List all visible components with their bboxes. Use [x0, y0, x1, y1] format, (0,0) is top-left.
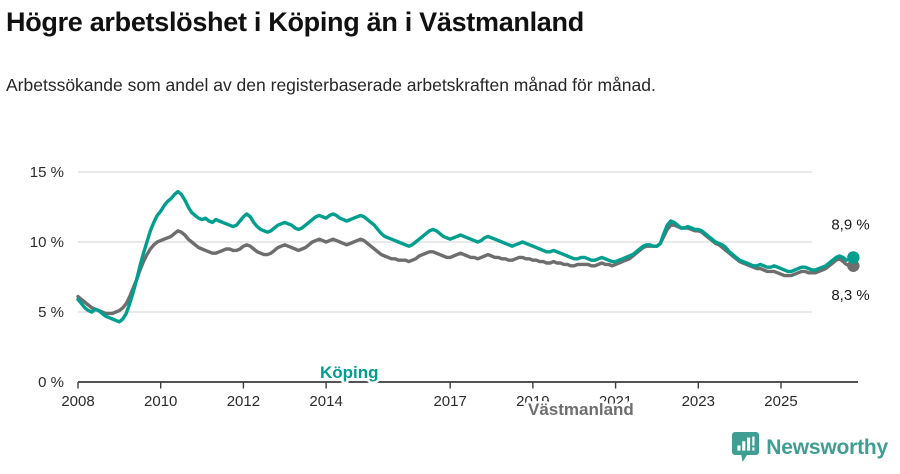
x-axis-tick-label: 2014	[309, 393, 342, 410]
series-line-köping	[76, 189, 856, 324]
y-axis-tick-label: 15 %	[30, 164, 64, 181]
x-axis-tick-labels: 2008 2010 2012 2014 2017 2019 2021 2023 2025	[61, 393, 797, 410]
series-lines	[76, 189, 856, 324]
end-value-label-köping: 8,9 %	[831, 216, 869, 233]
y-axis-tick-label: 5 %	[38, 304, 64, 321]
line-chart-svg: 0 %5 %10 %15 % 2008 2010 2012 2014 2017 2019 2…	[30, 164, 870, 421]
x-axis-ticks	[77, 382, 782, 389]
chart-plot-area: 0 % 5 % 10 % 15 % 2008 2010 2012 2014 2017 2019 2…	[0, 150, 900, 420]
newsworthy-logo[interactable]: Newsworthy	[732, 432, 888, 462]
series-label-halo: Köping	[320, 363, 379, 382]
x-axis-tick-label: 2023	[682, 393, 715, 410]
series-label-västmanland: Västmanland	[528, 400, 634, 419]
series-end-value-labels: 8,9 % 8,3 %	[831, 216, 869, 303]
end-value-label-västmanland: 8,3 %	[831, 287, 869, 304]
series-label-köping: Köping	[320, 363, 379, 382]
y-axis-tick-labels: 0 % 5 % 10 % 15 %	[30, 164, 64, 391]
newsworthy-wordmark: Newsworthy	[766, 435, 888, 459]
chart-footer: Newsworthy	[0, 422, 900, 474]
series-line-västmanland	[76, 223, 856, 316]
gridlines	[78, 171, 812, 313]
series-label-halo: Västmanland	[528, 400, 634, 419]
x-axis-tick-label: 2008	[61, 393, 94, 410]
y-axis-tick-label: 0 %	[38, 374, 64, 391]
series-endpoint-markers	[847, 251, 860, 272]
chart-subtitle: Arbetssökande som andel av den registerb…	[6, 75, 656, 95]
y-axis-tick-label: 10 %	[30, 234, 64, 251]
x-axis-tick-label: 2010	[144, 393, 177, 410]
bar-chart-bubble-icon	[732, 432, 760, 462]
page-title: Högre arbetslöshet i Köping än i Västman…	[6, 7, 584, 37]
x-axis-tick-label: 2019	[516, 393, 549, 410]
x-axis-tick-label: 2025	[764, 393, 797, 410]
x-axis-tick-label: 2021	[599, 393, 632, 410]
x-axis-tick-label: 2017	[433, 393, 466, 410]
endpoint-marker-köping	[847, 251, 860, 264]
x-axis-tick-label: 2012	[227, 393, 260, 410]
